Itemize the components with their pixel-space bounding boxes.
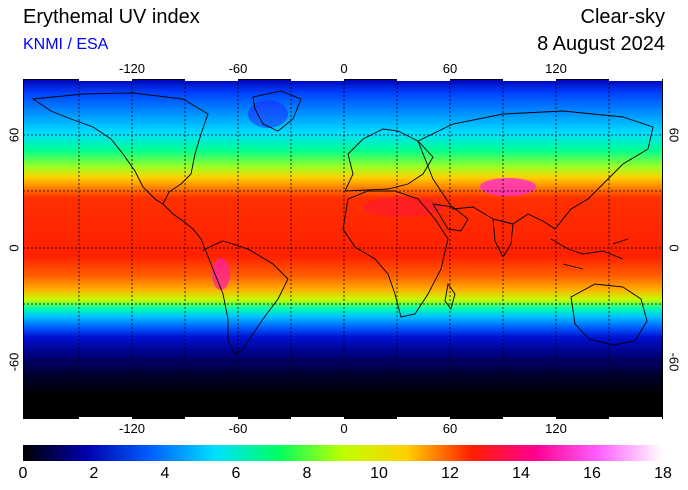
africa-coast — [342, 190, 449, 318]
lat-tick-right: -60 — [666, 352, 682, 372]
map-date: 8 August 2024 — [537, 33, 665, 55]
colorbar-label: 18 — [654, 465, 672, 482]
europe-coast — [344, 128, 434, 192]
uv-index-map — [23, 79, 663, 419]
lat-tick-right: 60 — [666, 127, 682, 143]
lon-tick-top: 0 — [340, 61, 348, 76]
greenland-ice — [248, 100, 288, 128]
lon-tick-bottom: 120 — [545, 421, 567, 436]
colorbar-label: 16 — [583, 465, 601, 482]
lon-tick-top: -60 — [228, 61, 248, 76]
colorbar-label: 10 — [370, 465, 388, 482]
lon-tick-bottom: 0 — [340, 421, 348, 436]
colorbar-label: 2 — [89, 465, 99, 482]
lat-tick-left: 0 — [6, 244, 22, 252]
coastlines — [31, 90, 654, 355]
colorbar-label: 12 — [441, 465, 459, 482]
lat-tick-left: -60 — [6, 352, 22, 372]
lon-tick-bottom: -60 — [228, 421, 248, 436]
lon-tick-top: 60 — [442, 61, 458, 76]
south-america-coast — [204, 240, 289, 355]
india-coast — [492, 218, 514, 258]
lon-tick-bottom: 60 — [442, 421, 458, 436]
greenland-coast — [252, 90, 302, 132]
lon-tick-top: -120 — [118, 61, 146, 76]
southeast-asia-islands — [550, 238, 629, 270]
sky-condition: Clear-sky — [580, 6, 665, 28]
border-ticks — [79, 79, 662, 419]
colorbar-label: 14 — [512, 465, 530, 482]
lat-tick-right: 0 — [666, 244, 682, 252]
australia-coast — [570, 283, 648, 346]
colorbar-label: 6 — [231, 465, 241, 482]
sahara-uv-hotspot — [363, 197, 443, 217]
data-source: KNMI / ESA — [23, 36, 109, 53]
arabia-coast — [432, 203, 469, 232]
lat-tick-left: 60 — [6, 127, 22, 143]
north-america-coast — [31, 92, 209, 205]
lon-tick-top: 120 — [545, 61, 567, 76]
asia-coast — [417, 110, 654, 230]
uv-colorbar — [23, 445, 663, 461]
colorbar-label: 4 — [160, 465, 170, 482]
lon-tick-bottom: -120 — [118, 421, 146, 436]
colorbar-label: 0 — [18, 465, 28, 482]
graticule — [23, 79, 663, 419]
map-title: Erythemal UV index — [23, 6, 200, 28]
madagascar-coast — [444, 282, 456, 311]
andes-uv-hotspot — [212, 258, 230, 290]
colorbar-label: 8 — [302, 465, 312, 482]
tibet-uv-hotspot — [480, 178, 536, 196]
